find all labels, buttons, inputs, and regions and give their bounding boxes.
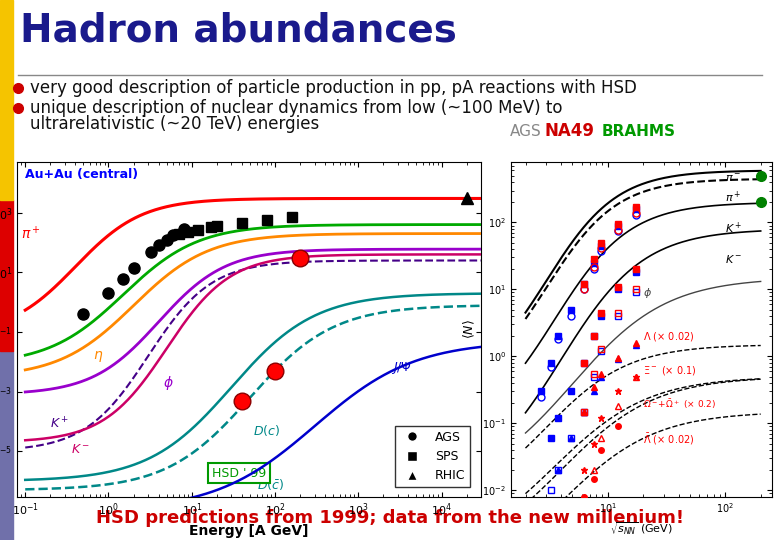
Text: $K^+$: $K^+$ [725,221,743,236]
Text: ultrarelativistic (~20 TeV) energies: ultrarelativistic (~20 TeV) energies [30,115,319,133]
Text: NA49: NA49 [545,122,595,140]
Text: Au+Au (central): Au+Au (central) [25,167,138,180]
Text: HSD predictions from 1999; data from the new millenium!: HSD predictions from 1999; data from the… [96,509,684,527]
Text: $K^-$: $K^-$ [725,253,743,265]
Y-axis label: $\langle N \rangle$: $\langle N \rangle$ [462,319,477,340]
Text: unique description of nuclear dynamics from low (~100 MeV) to: unique description of nuclear dynamics f… [30,99,562,117]
Text: BRAHMS: BRAHMS [602,124,676,138]
Text: $\bar{\Lambda}$ ($\times$ 0.02): $\bar{\Lambda}$ ($\times$ 0.02) [644,432,695,447]
Text: $K^+$: $K^+$ [50,417,69,432]
Text: $\pi^+$: $\pi^+$ [725,190,742,205]
Text: AGS: AGS [510,124,542,138]
Text: $\phi$: $\phi$ [644,286,652,300]
Text: Hadron abundances: Hadron abundances [20,12,457,50]
Bar [0,351,13,540]
Text: very good description of particle production in pp, pA reactions with HSD: very good description of particle produc… [30,79,637,97]
Text: $K^-$: $K^-$ [70,442,90,456]
Text: $\eta$: $\eta$ [93,349,103,364]
Bar [0,0,13,200]
Text: $J/\Psi$: $J/\Psi$ [392,361,413,376]
Text: HSD ' 99: HSD ' 99 [212,467,266,480]
Text: $D(c)$: $D(c)$ [254,423,281,438]
X-axis label: $\sqrt{s_{NN}}$ (GeV): $\sqrt{s_{NN}}$ (GeV) [610,521,673,537]
Text: $\pi^-$: $\pi^-$ [725,173,742,184]
Text: $\Xi^-$ ($\times$ 0.1): $\Xi^-$ ($\times$ 0.1) [644,364,697,377]
Text: $D(\bar{c})$: $D(\bar{c})$ [257,477,284,491]
X-axis label: Energy [A GeV]: Energy [A GeV] [190,524,309,538]
Legend: AGS, SPS, RHIC: AGS, SPS, RHIC [395,426,470,487]
Text: $\pi^+$: $\pi^+$ [21,225,41,242]
Text: $\Lambda$ ($\times$ 0.02): $\Lambda$ ($\times$ 0.02) [644,330,695,343]
Text: $\Omega^-$+$\bar{\Omega}^+$ ($\times$ 0.2): $\Omega^-$+$\bar{\Omega}^+$ ($\times$ 0.… [644,397,716,411]
Bar [0,200,13,351]
Text: $\phi$: $\phi$ [163,374,174,391]
